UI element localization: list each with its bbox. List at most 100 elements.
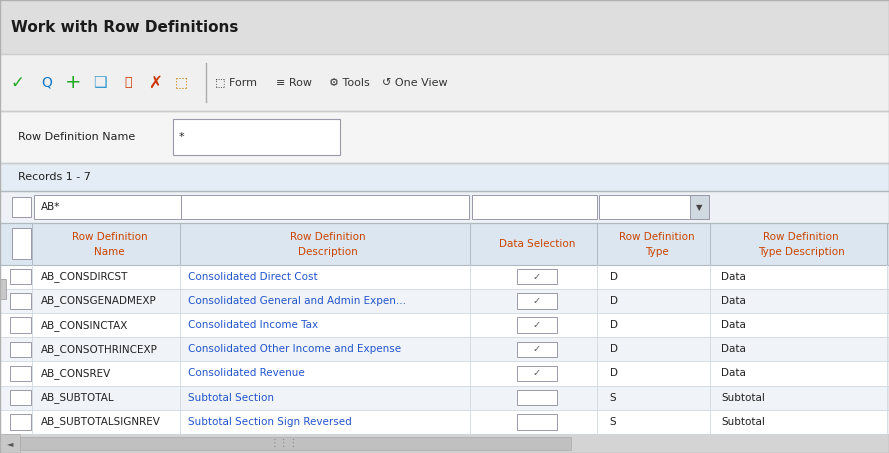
Text: Data: Data [721,296,746,306]
Text: AB_SUBTOTALSIGNREV: AB_SUBTOTALSIGNREV [41,416,161,427]
Text: Row Definition: Row Definition [290,232,366,242]
Text: Subtotal: Subtotal [721,393,765,403]
Bar [0,289,889,313]
Text: AB_CONSOTHRINCEXP: AB_CONSOTHRINCEXP [41,344,157,355]
Text: ✓: ✓ [533,296,541,306]
Text: AB_CONSGENADMEXP: AB_CONSGENADMEXP [41,295,156,306]
Text: ⚙ Tools: ⚙ Tools [329,77,370,88]
Text: Records 1 - 7: Records 1 - 7 [18,172,91,182]
Text: ⬚ Form: ⬚ Form [215,77,257,88]
Text: Consolidated General and Admin Expen...: Consolidated General and Admin Expen... [188,296,406,306]
Text: Subtotal Section Sign Reversed: Subtotal Section Sign Reversed [188,417,352,427]
Text: AB_SUBTOTAL: AB_SUBTOTAL [41,392,115,403]
Bar [517,342,557,357]
Text: ↺ One View: ↺ One View [382,77,448,88]
Text: ✓: ✓ [533,320,541,330]
Text: Work with Row Definitions: Work with Row Definitions [11,19,238,35]
Text: D: D [610,296,618,306]
Text: ⋮⋮⋮: ⋮⋮⋮ [270,439,299,448]
Text: AB_CONSINCTAX: AB_CONSINCTAX [41,320,128,331]
Text: ✓: ✓ [533,368,541,378]
Bar [10,269,31,284]
Bar [0,163,889,191]
Text: ❑: ❑ [92,75,107,90]
Text: Description: Description [298,247,358,257]
Text: Name: Name [94,247,124,257]
Bar [34,195,181,219]
Bar [10,390,31,405]
Text: AB_CONSDIRCST: AB_CONSDIRCST [41,271,128,282]
Bar [599,195,709,219]
Text: ✗: ✗ [148,74,162,92]
Bar [517,366,557,381]
Bar [20,437,571,450]
Text: ≡ Row: ≡ Row [276,77,311,88]
Text: D: D [610,272,618,282]
Text: ✓: ✓ [533,344,541,354]
Bar [10,366,31,381]
Text: ▼: ▼ [696,202,703,212]
Bar [690,195,709,219]
Bar [0,265,889,289]
Bar [0,337,889,361]
Text: Row Definition: Row Definition [619,232,695,242]
Text: Data: Data [721,344,746,354]
Text: Consolidated Revenue: Consolidated Revenue [188,368,305,378]
Text: ⬛: ⬛ [124,76,132,89]
Text: Row Definition: Row Definition [763,232,839,242]
Text: AB_CONSREV: AB_CONSREV [41,368,111,379]
Bar [0,313,889,337]
Text: Row Definition: Row Definition [71,232,148,242]
Text: Consolidated Direct Cost: Consolidated Direct Cost [188,272,318,282]
Text: ◄: ◄ [6,439,13,448]
Bar [0,0,889,54]
Bar [10,317,31,333]
Text: Data Selection: Data Selection [499,239,575,249]
Bar [0,54,889,111]
Bar [10,342,31,357]
Text: Row Definition Name: Row Definition Name [18,132,135,142]
Text: Type: Type [645,247,669,257]
Bar [0,434,20,453]
Text: Data: Data [721,272,746,282]
Text: +: + [65,73,81,92]
Text: Data: Data [721,368,746,378]
Text: ✓: ✓ [11,74,25,92]
Bar [0,410,889,434]
Bar [12,228,31,259]
Bar [517,293,557,308]
Text: S: S [610,417,616,427]
Text: Q: Q [41,76,52,90]
Bar [10,414,31,429]
Bar [10,293,31,308]
Bar [517,390,557,405]
Text: Subtotal Section: Subtotal Section [188,393,275,403]
Bar [0,279,6,299]
Bar [517,317,557,333]
Text: ✓: ✓ [533,272,541,282]
Bar [0,386,889,410]
Bar [472,195,597,219]
Text: Consolidated Other Income and Expense: Consolidated Other Income and Expense [188,344,402,354]
Bar [517,269,557,284]
Bar [181,195,469,219]
Text: D: D [610,320,618,330]
Bar [0,191,889,223]
Bar [0,111,889,163]
Text: Data: Data [721,320,746,330]
Text: Subtotal: Subtotal [721,417,765,427]
Text: AB*: AB* [41,202,60,212]
Bar [0,223,889,265]
Text: Type Description: Type Description [757,247,845,257]
Bar [173,119,340,155]
Text: D: D [610,368,618,378]
Text: Consolidated Income Tax: Consolidated Income Tax [188,320,318,330]
Bar [0,434,889,453]
Text: ⬚: ⬚ [175,76,188,90]
Bar [517,414,557,429]
Bar [0,361,889,386]
Bar [12,197,31,217]
Text: D: D [610,344,618,354]
Text: S: S [610,393,616,403]
Text: *: * [179,132,184,142]
